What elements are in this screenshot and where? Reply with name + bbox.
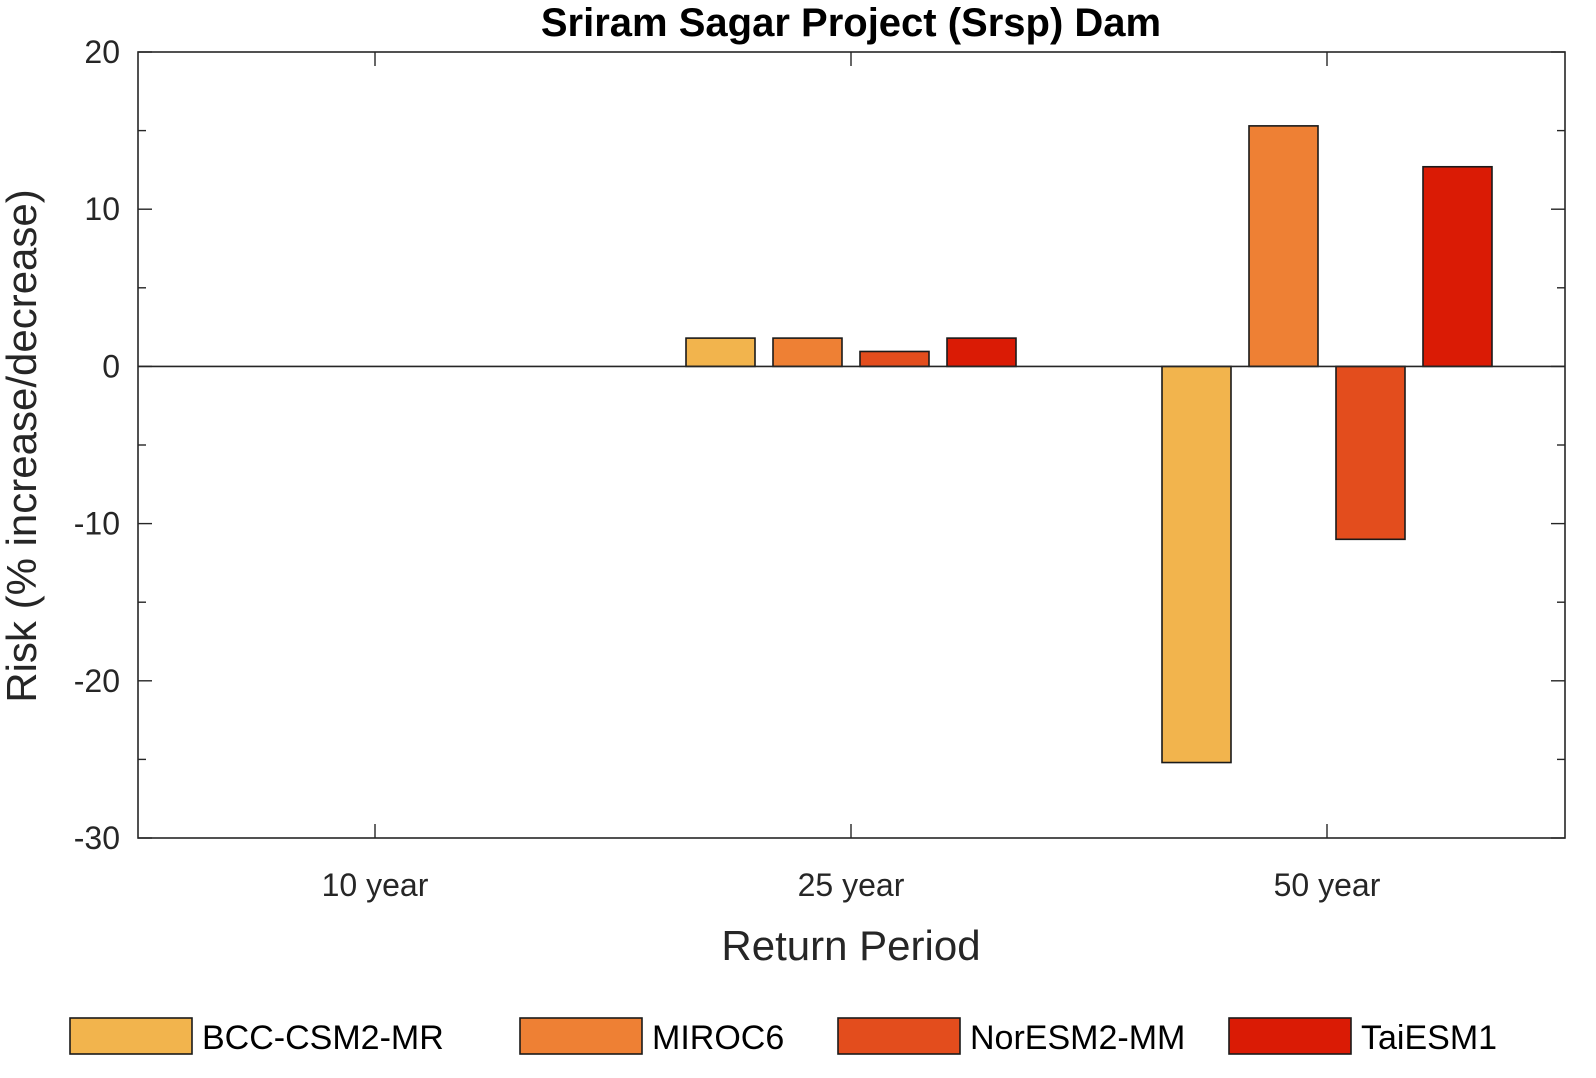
legend-label-miroc6: MIROC6: [652, 1019, 784, 1057]
legend-swatch-bcc-csm2-mr: [69, 1017, 193, 1055]
y-tick-label: -20: [74, 663, 120, 699]
y-axis-ticks: 20 10 0 -10 -20 -30: [74, 34, 1565, 856]
y-tick-label: -10: [74, 506, 120, 542]
y-axis-label: Risk (% increase/decrease): [0, 189, 45, 703]
y-tick-label: 0: [102, 348, 120, 384]
legend-swatch-taiesm1: [1228, 1017, 1352, 1055]
legend-swatch-noresm2-mm: [837, 1017, 961, 1055]
legend-label-bcc-csm2-mr: BCC-CSM2-MR: [202, 1019, 444, 1057]
bar-noresm2-mm-25-year: [859, 350, 930, 368]
y-tick-label: 20: [84, 34, 120, 70]
legend-swatch-miroc6: [519, 1017, 643, 1055]
legend-label-taiesm1: TaiESM1: [1361, 1019, 1497, 1057]
bar-taiesm1-50-year: [1422, 165, 1493, 368]
y-tick-label: 10: [84, 191, 120, 227]
bar-bcc-csm2-mr-25-year: [685, 337, 756, 368]
bar-taiesm1-25-year: [946, 337, 1017, 368]
x-axis-ticks: 10 year 25 year 50 year: [322, 52, 1381, 903]
x-tick-label: 50 year: [1274, 867, 1381, 903]
x-tick-label: 10 year: [322, 867, 429, 903]
bar-miroc6-25-year: [772, 337, 843, 368]
bars-group: [685, 125, 1493, 764]
legend: BCC-CSM2-MR MIROC6 NorESM2-MM TaiESM1: [69, 1017, 1497, 1057]
y-tick-label: -30: [74, 820, 120, 856]
legend-label-noresm2-mm: NorESM2-MM: [970, 1019, 1185, 1057]
x-tick-label: 25 year: [798, 867, 905, 903]
bar-bcc-csm2-mr-50-year: [1161, 365, 1232, 764]
bar-miroc6-50-year: [1248, 125, 1319, 368]
chart-title: Sriram Sagar Project (Srsp) Dam: [541, 1, 1161, 45]
x-axis-label: Return Period: [721, 922, 980, 969]
bar-noresm2-mm-50-year: [1335, 365, 1406, 541]
